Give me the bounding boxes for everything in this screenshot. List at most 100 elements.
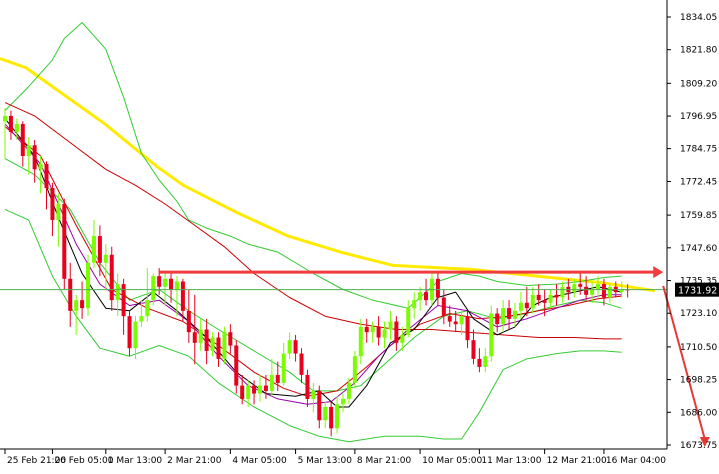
candle-body [607, 286, 612, 298]
indicator-lines [0, 22, 656, 443]
candle [530, 286, 535, 314]
candle [139, 300, 144, 327]
candle [441, 289, 446, 325]
candle-body [572, 284, 577, 293]
candle [424, 278, 429, 306]
ma_slow-line-0 [0, 57, 656, 293]
candle-body [311, 390, 316, 399]
candle-body [542, 300, 547, 303]
candle [103, 244, 108, 290]
candle [465, 310, 470, 349]
candle [32, 139, 37, 183]
candle-body [477, 358, 482, 367]
candle [542, 289, 547, 317]
candle-body [145, 300, 150, 317]
candle-body [554, 294, 559, 298]
candle-body [418, 292, 423, 301]
candle [287, 332, 292, 359]
bollinger-line-1 [4, 22, 622, 309]
candle-body [210, 337, 215, 351]
candle [382, 321, 387, 349]
y-tick-label: 1698.25 [680, 376, 717, 386]
candle-body [80, 300, 85, 309]
candle-body [435, 278, 440, 298]
candle [554, 284, 559, 306]
candle-body [406, 308, 411, 335]
candle [127, 310, 132, 357]
candle [174, 276, 179, 317]
candle-body [263, 385, 268, 391]
candle [335, 396, 340, 434]
candle [584, 276, 589, 301]
candle-body [305, 374, 310, 399]
candle [186, 289, 191, 343]
candle [293, 334, 298, 362]
candle [429, 270, 434, 306]
candle [489, 305, 494, 362]
candle-body [269, 374, 274, 391]
candle-body [512, 310, 517, 319]
candle [257, 374, 262, 402]
candle [370, 321, 375, 343]
candle-body [287, 340, 292, 354]
candle [299, 348, 304, 383]
candle-body [163, 278, 168, 287]
candle-body [424, 292, 429, 301]
candle [501, 300, 506, 333]
candle-body [240, 385, 245, 399]
candle [44, 161, 49, 210]
y-axis: 1834.05 1821.80 1809.20 1796.95 1784.75 1772.… [666, 0, 717, 451]
candle [601, 278, 606, 306]
candle [596, 276, 600, 298]
candle-body [127, 316, 132, 349]
x-tick-label: 4 Mar 05:00 [232, 456, 287, 466]
candle-body [560, 286, 565, 298]
candle [38, 155, 43, 194]
candle-body [489, 313, 494, 357]
candles [3, 107, 630, 437]
candle [26, 137, 31, 175]
y-tick-label: 1784.75 [680, 145, 717, 155]
x-tick-label: 2 Mar 21:00 [167, 456, 222, 466]
candle-body [234, 345, 239, 386]
x-tick-label: 11 Mar 13:00 [481, 456, 541, 466]
candle [121, 278, 126, 335]
candle [204, 318, 209, 365]
candle-body [97, 236, 102, 263]
candle-body [346, 382, 351, 399]
x-tick-label: 26 Feb 05:00 [54, 456, 113, 466]
candle [252, 380, 257, 405]
down-arrow-head [699, 437, 710, 448]
y-tick-label: 1673.75 [680, 441, 717, 451]
candle [14, 118, 19, 140]
candle-body [115, 284, 120, 301]
candle [358, 318, 363, 365]
candle-body [364, 326, 369, 333]
resistance-arrowhead [653, 266, 664, 279]
candle-body [257, 385, 262, 394]
candle [86, 254, 91, 317]
candle [246, 380, 251, 407]
candle-body [91, 236, 96, 263]
candle [281, 342, 286, 386]
candle [3, 107, 7, 159]
candle [234, 340, 239, 394]
y-tick-label: 1772.45 [680, 177, 717, 187]
candle-body [62, 204, 67, 279]
candle [329, 401, 334, 437]
candle [109, 246, 114, 311]
candle-body [68, 278, 73, 311]
candle-body [441, 297, 446, 317]
candle [376, 316, 381, 346]
candle [263, 374, 268, 399]
candle-body [252, 385, 257, 394]
candle-body [26, 145, 31, 156]
candle [453, 310, 458, 333]
candle [74, 294, 79, 335]
candle [275, 361, 280, 391]
candle-body [139, 316, 144, 322]
candle [341, 393, 346, 413]
candle-body [341, 398, 346, 405]
candle [607, 284, 612, 303]
candle-body [601, 284, 606, 298]
